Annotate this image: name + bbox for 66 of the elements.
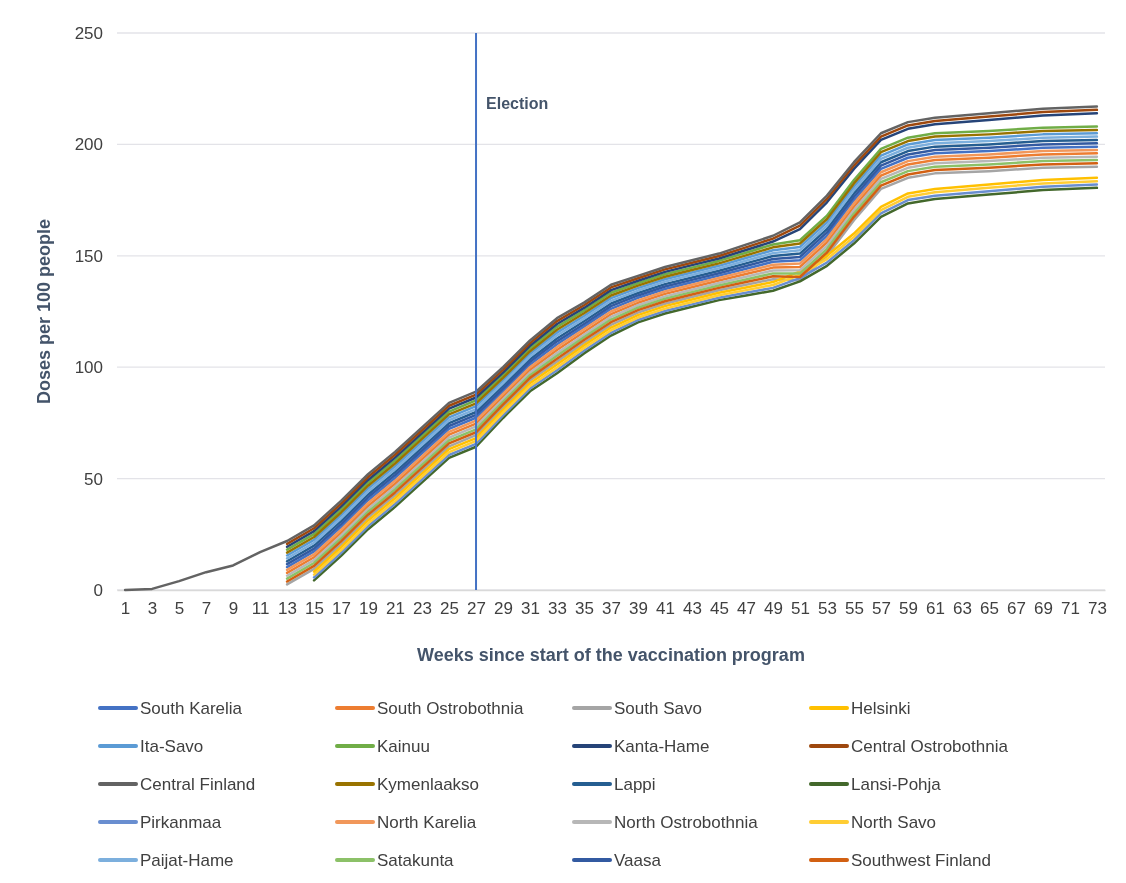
- x-tick-label: 49: [764, 599, 783, 619]
- legend-label: Kanta-Hame: [614, 737, 710, 756]
- x-tick-label: 67: [1006, 599, 1026, 619]
- x-tick-label: 23: [413, 599, 432, 619]
- legend-label: Central Ostrobothnia: [851, 737, 1009, 756]
- legend-label: Satakunta: [377, 851, 455, 870]
- x-tick-label: 51: [791, 599, 810, 619]
- x-tick-label: 63: [952, 599, 972, 619]
- y-tick-label: 150: [74, 246, 103, 266]
- legend-label: Lansi-Pohja: [851, 775, 942, 794]
- legend-label: Lappi: [614, 775, 656, 794]
- y-axis-title: Doses per 100 people: [34, 218, 54, 405]
- legend-label: Central Finland: [140, 775, 256, 794]
- x-tick-label: 5: [174, 599, 185, 619]
- x-tick-label: 35: [575, 599, 594, 619]
- x-tick-label: 17: [332, 599, 352, 619]
- y-tick-label: 200: [74, 135, 103, 155]
- legend-label: Ita-Savo: [140, 737, 204, 756]
- x-tick-label: 39: [629, 599, 648, 619]
- x-tick-label: 21: [386, 599, 405, 619]
- legend-label: Pirkanmaa: [140, 813, 222, 832]
- legend-label: Paijat-Hame: [140, 851, 234, 870]
- x-tick-label: 33: [548, 599, 567, 619]
- x-tick-label: 59: [898, 599, 918, 619]
- legend-label: South Karelia: [140, 699, 243, 718]
- legend-label: Helsinki: [851, 699, 911, 718]
- x-tick-label: 41: [656, 599, 675, 619]
- x-tick-label: 65: [979, 599, 999, 619]
- legend-label: North Savo: [851, 813, 937, 832]
- x-tick-label: 27: [467, 599, 486, 619]
- legend-label: Kymenlaakso: [377, 775, 480, 794]
- x-tick-label: 43: [683, 599, 702, 619]
- x-tick-label: 55: [844, 599, 864, 619]
- x-tick-label: 29: [494, 599, 513, 619]
- x-tick-label: 37: [602, 599, 621, 619]
- x-tick-label: 25: [440, 599, 459, 619]
- y-tick-label: 250: [74, 23, 103, 43]
- x-tick-label: 13: [278, 599, 298, 619]
- x-tick-label: 15: [305, 599, 325, 619]
- x-tick-label: 69: [1033, 599, 1053, 619]
- legend-label: Vaasa: [614, 851, 662, 870]
- x-tick-label: 47: [737, 599, 756, 619]
- y-tick-label: 50: [84, 469, 103, 489]
- x-tick-label: 53: [818, 599, 837, 619]
- x-tick-label: 3: [147, 599, 158, 619]
- x-axis-title: Weeks since start of the vaccination program: [417, 645, 805, 665]
- x-tick-label: 73: [1087, 599, 1107, 619]
- x-tick-label: 31: [521, 599, 540, 619]
- x-tick-label: 7: [201, 599, 212, 619]
- x-tick-label: 61: [925, 599, 945, 619]
- y-tick-label: 0: [93, 580, 103, 600]
- x-tick-label: 45: [710, 599, 729, 619]
- x-tick-label: 1: [120, 599, 131, 619]
- legend-label: South Savo: [614, 699, 702, 718]
- ref-line-label: Election: [486, 95, 549, 112]
- x-tick-label: 71: [1060, 599, 1080, 619]
- x-tick-label: 9: [228, 599, 239, 619]
- legend-label: North Ostrobothnia: [614, 813, 759, 832]
- legend-label: Kainuu: [377, 737, 430, 756]
- x-tick-label: 19: [359, 599, 379, 619]
- legend-label: Southwest Finland: [851, 851, 991, 870]
- y-tick-label: 100: [74, 358, 103, 378]
- x-tick-label: 57: [871, 599, 891, 619]
- legend-label: South Ostrobothnia: [377, 699, 525, 718]
- x-tick-label: 11: [251, 599, 270, 619]
- legend-label: North Karelia: [377, 813, 477, 832]
